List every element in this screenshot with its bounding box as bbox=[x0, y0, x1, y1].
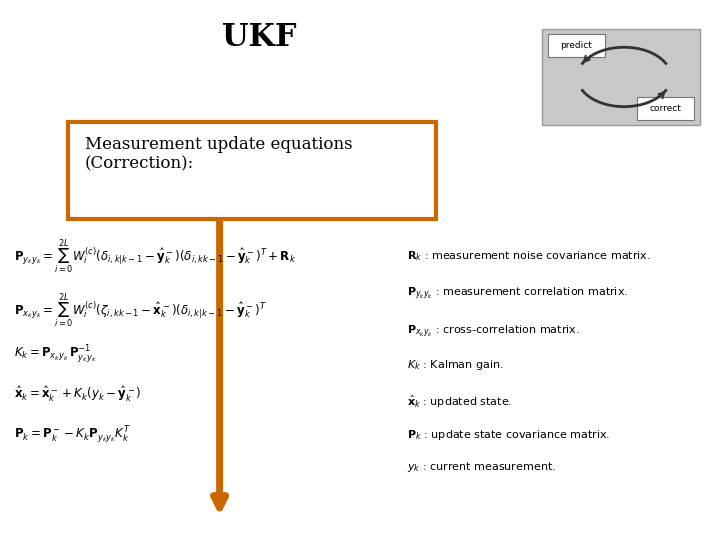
Text: $\hat{\mathbf{x}}_k = \hat{\mathbf{x}}_k^- + K_k(y_k - \hat{\mathbf{y}}_k^-)$: $\hat{\mathbf{x}}_k = \hat{\mathbf{x}}_k… bbox=[14, 384, 142, 404]
FancyBboxPatch shape bbox=[68, 122, 436, 219]
FancyBboxPatch shape bbox=[548, 34, 605, 57]
Text: $\mathbf{R}_k$ : measurement noise covariance matrix.: $\mathbf{R}_k$ : measurement noise covar… bbox=[407, 249, 651, 264]
Text: $\hat{\mathbf{x}}_k$ : updated state.: $\hat{\mathbf{x}}_k$ : updated state. bbox=[407, 394, 512, 410]
Text: $K_k = \mathbf{P}_{x_k y_k}\, \mathbf{P}_{y_k y_k}^{-1}$: $K_k = \mathbf{P}_{x_k y_k}\, \mathbf{P}… bbox=[14, 343, 97, 364]
FancyBboxPatch shape bbox=[542, 29, 700, 125]
Text: $\mathbf{P}_k = \mathbf{P}_k^- - K_k \mathbf{P}_{y_k y_k} K_k^T$: $\mathbf{P}_k = \mathbf{P}_k^- - K_k \ma… bbox=[14, 424, 131, 445]
Text: predict: predict bbox=[560, 41, 593, 50]
Text: Measurement update equations
(Correction):: Measurement update equations (Correction… bbox=[85, 136, 353, 173]
Text: $\mathbf{P}_k$ : update state covariance matrix.: $\mathbf{P}_k$ : update state covariance… bbox=[407, 428, 610, 442]
Text: $\mathbf{P}_{x_k y_k} = \sum_{i=0}^{2L} W_i^{(c)} (\zeta_{i,kk-1} - \hat{\mathbf: $\mathbf{P}_{x_k y_k} = \sum_{i=0}^{2L} … bbox=[14, 292, 267, 329]
Text: UKF: UKF bbox=[222, 22, 297, 53]
Text: correct: correct bbox=[649, 104, 682, 113]
Text: $\mathbf{P}_{y_k y_k}$ : measurement correlation matrix.: $\mathbf{P}_{y_k y_k}$ : measurement cor… bbox=[407, 286, 628, 302]
Text: $K_k$ : Kalman gain.: $K_k$ : Kalman gain. bbox=[407, 357, 503, 372]
Text: $y_k$ : current measurement.: $y_k$ : current measurement. bbox=[407, 460, 556, 474]
Text: $\mathbf{P}_{x_k y_k}$ : cross-correlation matrix.: $\mathbf{P}_{x_k y_k}$ : cross-correlati… bbox=[407, 324, 580, 340]
Text: $\mathbf{P}_{y_k y_k} = \sum_{i=0}^{2L} W_i^{(c)} (\delta_{i,k|k-1} - \hat{\math: $\mathbf{P}_{y_k y_k} = \sum_{i=0}^{2L} … bbox=[14, 238, 297, 275]
FancyBboxPatch shape bbox=[637, 97, 694, 120]
